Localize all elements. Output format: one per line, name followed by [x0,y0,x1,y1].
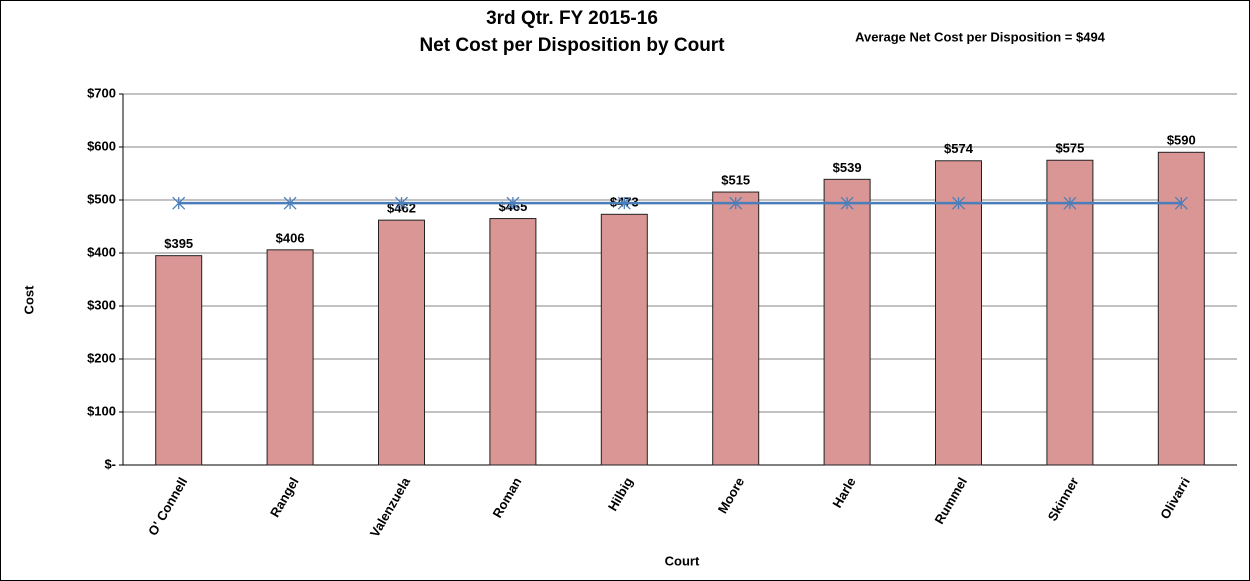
value-label: $539 [833,160,862,175]
y-tick-label: $600 [87,138,116,153]
y-tick-label: $500 [87,191,116,206]
annotation: Average Net Cost per Disposition = $494 [855,29,1106,44]
bar [823,178,871,466]
average-marker [283,196,297,210]
value-label: $575 [1055,141,1084,156]
bar [266,249,314,466]
value-label: $574 [944,141,974,156]
x-axis-label: Court [665,553,700,568]
bar [489,218,537,466]
y-tick-label: $700 [87,85,116,100]
bar [155,255,203,466]
bar [935,160,982,466]
bar [712,191,760,466]
y-tick-label: $400 [87,244,116,259]
chart-title: Net Cost per Disposition by Court [419,35,725,56]
chart-title: 3rd Qtr. FY 2015-16 [486,8,658,29]
average-marker [172,196,186,210]
average-marker [952,196,965,210]
bar [378,219,425,466]
y-tick-label: $300 [87,297,116,312]
value-label: $590 [1167,133,1196,148]
bar [1046,159,1094,466]
value-label: $406 [276,230,305,245]
y-axis-label: Cost [21,285,36,315]
bar [600,213,648,466]
y-tick-label: $100 [87,403,116,418]
average-marker [1174,196,1188,210]
average-marker [617,196,631,210]
average-marker [1063,196,1077,210]
y-tick-label: $- [104,456,116,471]
average-marker [840,196,854,210]
average-marker [729,196,743,210]
average-marker [506,196,520,210]
value-label: $395 [164,236,193,251]
y-tick-label: $200 [87,350,116,365]
value-label: $515 [721,172,750,187]
average-marker [395,196,408,210]
